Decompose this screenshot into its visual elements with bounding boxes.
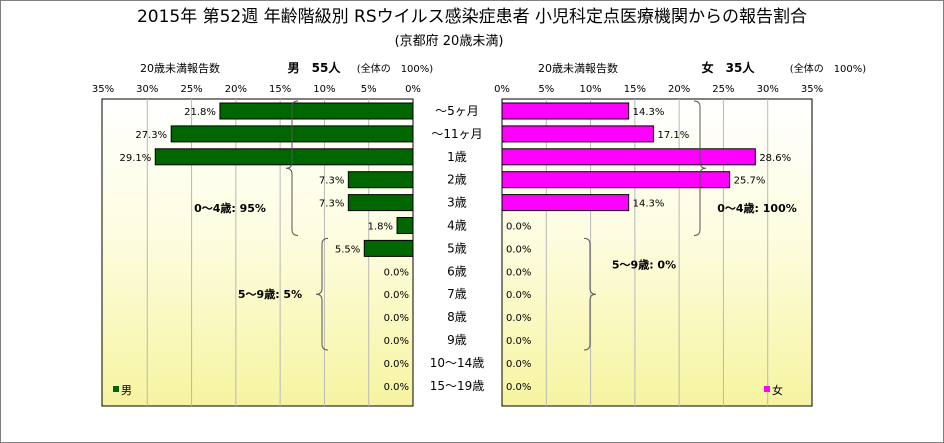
category-label: 10～14歳 <box>430 356 485 370</box>
male-data-label: 21.8% <box>184 107 216 118</box>
legend-male-swatch <box>113 386 119 392</box>
chart-title: 2015年 第52週 年齢階級別 RSウイルス感染症患者 小児科定点医療機関から… <box>137 7 807 27</box>
male-data-label: 27.3% <box>135 130 167 141</box>
legend-female-label: 女 <box>772 383 783 397</box>
female-header-total: 女 35人 <box>702 60 756 75</box>
category-label: 2歳 <box>447 173 467 187</box>
male-bracket-0-4 <box>285 100 299 236</box>
male-tick-label: 15% <box>269 84 291 95</box>
female-tick-label: 30% <box>757 84 779 95</box>
male-tick-label: 30% <box>136 84 158 95</box>
legend-male-label: 男 <box>121 384 132 397</box>
female-bar <box>501 171 731 189</box>
category-label: 5歳 <box>447 241 467 255</box>
category-label: 1歳 <box>447 150 467 164</box>
female-tick-label: 20% <box>668 84 690 95</box>
category-label: 15～19歳 <box>430 379 485 393</box>
female-bar <box>501 148 756 166</box>
category-label: 3歳 <box>447 196 467 210</box>
female-data-label: 28.6% <box>759 153 791 164</box>
female-tick-label: 5% <box>538 84 554 95</box>
male-bar <box>154 148 414 166</box>
female-tick-label: 35% <box>801 84 823 95</box>
category-label: 4歳 <box>447 219 467 233</box>
category-label: 7歳 <box>447 287 467 301</box>
male-tick-label: 25% <box>180 84 202 95</box>
category-label: 8歳 <box>447 310 467 324</box>
female-data-label: 0.0% <box>506 290 531 301</box>
male-data-label: 1.8% <box>368 222 393 233</box>
female-tick-label: 15% <box>624 84 646 95</box>
female-data-label: 0.0% <box>506 267 531 278</box>
female-data-label: 17.1% <box>657 130 689 141</box>
female-data-label: 0.0% <box>506 313 531 324</box>
female-data-label: 0.0% <box>506 359 531 370</box>
male-header-note: (全体の 100%) <box>357 62 433 75</box>
category-label: ～11ヶ月 <box>431 127 482 141</box>
male-data-label: 0.0% <box>384 267 409 278</box>
female-bracket-label-5-9: 5～9歳: 0% <box>612 257 676 271</box>
female-bar <box>501 194 630 212</box>
plot-area-female <box>501 98 813 407</box>
female-data-label: 25.7% <box>734 176 766 187</box>
legend-female-swatch <box>764 386 770 392</box>
category-label: ～5ヶ月 <box>435 104 479 118</box>
male-bracket-5-9 <box>315 237 329 351</box>
male-header-label: 20歳未満報告数 <box>140 62 220 75</box>
male-tick-label: 20% <box>225 84 247 95</box>
male-data-label: 0.0% <box>384 290 409 301</box>
female-data-label: 0.0% <box>506 222 531 233</box>
male-data-label: 7.3% <box>319 176 344 187</box>
male-bar <box>219 102 414 120</box>
female-header-label: 20歳未満報告数 <box>538 62 618 75</box>
category-label: 9歳 <box>447 333 467 347</box>
female-data-label: 0.0% <box>506 382 531 393</box>
male-bracket-label-0-4: 0～4歳: 95% <box>194 201 266 215</box>
male-data-label: 0.0% <box>384 359 409 370</box>
female-data-label: 14.3% <box>633 199 665 210</box>
female-data-label: 0.0% <box>506 336 531 347</box>
female-bracket-0-4 <box>693 100 707 236</box>
male-header-total: 男 55人 <box>288 60 342 75</box>
male-data-label: 29.1% <box>119 153 151 164</box>
female-tick-label: 0% <box>494 84 510 95</box>
female-data-label: 14.3% <box>633 107 665 118</box>
female-data-label: 0.0% <box>506 244 531 255</box>
male-tick-label: 35% <box>92 84 114 95</box>
male-data-label: 0.0% <box>384 313 409 324</box>
male-data-label: 0.0% <box>384 336 409 347</box>
female-bar <box>501 125 654 143</box>
male-data-label: 5.5% <box>335 244 360 255</box>
male-bar <box>396 217 414 234</box>
male-data-label: 0.0% <box>384 382 409 393</box>
female-tick-label: 25% <box>712 84 734 95</box>
female-header-note: (全体の 100%) <box>790 62 866 75</box>
male-data-label: 7.3% <box>319 199 344 210</box>
category-label: 6歳 <box>447 264 467 278</box>
chart-subtitle: (京都府 20歳未満) <box>395 34 504 49</box>
male-bracket-label-5-9: 5～9歳: 5% <box>238 287 302 301</box>
male-tick-label: 5% <box>361 84 377 95</box>
female-bracket-5-9 <box>583 237 597 351</box>
female-tick-label: 10% <box>579 84 601 95</box>
male-tick-label: 10% <box>313 84 335 95</box>
male-tick-label: 0% <box>405 84 421 95</box>
female-bar <box>501 102 630 120</box>
male-bar <box>347 194 414 212</box>
female-bracket-label-0-4: 0～4歳: 100% <box>717 201 797 215</box>
male-bar <box>363 239 414 257</box>
male-bar <box>347 171 414 189</box>
